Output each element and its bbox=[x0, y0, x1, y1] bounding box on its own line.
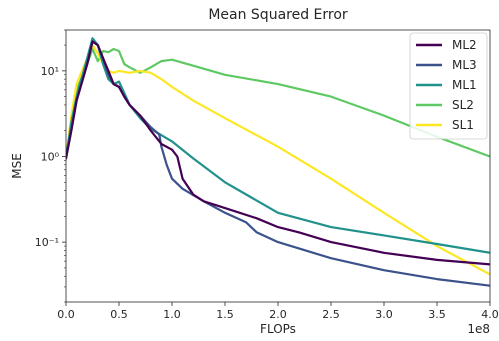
y-tick-label: 10¹ bbox=[41, 65, 59, 78]
legend-label-ml1: ML1 bbox=[452, 78, 477, 92]
x-tick-label: 2.5 bbox=[322, 308, 340, 321]
y-axis: 10⁻¹ 10⁰ 10¹ bbox=[35, 29, 66, 303]
x-tick-label: 3.5 bbox=[428, 308, 446, 321]
chart-title: Mean Squared Error bbox=[208, 7, 348, 23]
legend-label-sl2: SL2 bbox=[452, 98, 474, 112]
y-tick-label: 10⁰ bbox=[41, 151, 60, 164]
x-tick-label: 0.5 bbox=[110, 308, 128, 321]
y-axis-label: MSE bbox=[10, 153, 24, 179]
x-offset-label: 1e8 bbox=[467, 322, 490, 336]
x-axis-label: FLOPs bbox=[260, 322, 296, 336]
legend-label-ml2: ML2 bbox=[452, 38, 477, 52]
x-tick-label: 1.5 bbox=[216, 308, 234, 321]
plot-lines bbox=[66, 37, 490, 287]
legend-label-sl1: SL1 bbox=[452, 118, 474, 132]
x-tick-label: 0.0 bbox=[57, 308, 75, 321]
x-tick-label: 2.0 bbox=[269, 308, 287, 321]
x-tick-label: 4.0 bbox=[481, 308, 499, 321]
x-tick-label: 3.0 bbox=[375, 308, 393, 321]
series-line-ml2 bbox=[66, 40, 490, 266]
x-axis: 0.0 0.5 1.0 1.5 2.0 2.5 3.0 3.5 4.0 bbox=[57, 302, 499, 321]
legend-label-ml3: ML3 bbox=[452, 58, 477, 72]
legend: ML2 ML3 ML1 SL2 SL1 bbox=[409, 32, 488, 140]
x-tick-label: 1.0 bbox=[163, 308, 181, 321]
legend-box bbox=[409, 32, 488, 140]
series-line-sl2 bbox=[66, 47, 490, 160]
y-tick-label: 10⁻¹ bbox=[35, 236, 59, 249]
